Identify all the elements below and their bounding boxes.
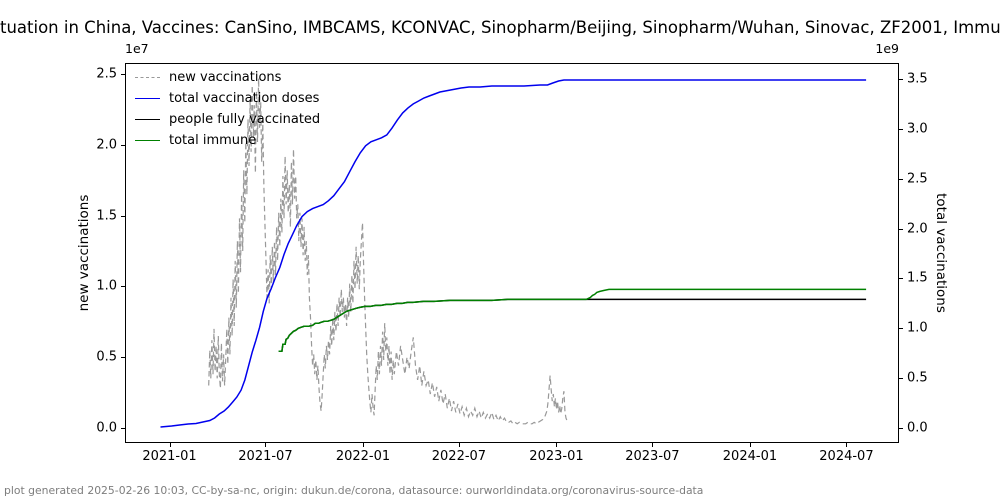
legend-label: new vaccinations: [169, 70, 282, 85]
x-tick-label: 2022-01: [335, 449, 391, 464]
legend-key-line: [135, 140, 160, 141]
x-tick-label: 2024-01: [722, 449, 778, 464]
right-axis-offset-text: 1e9: [875, 41, 899, 56]
legend-entry: new vaccinations: [135, 67, 320, 88]
x-tick-mark: [846, 443, 848, 447]
x-tick-label: 2023-01: [529, 449, 584, 464]
legend-entry: total immune: [135, 130, 320, 151]
right-tick-mark: [899, 178, 903, 180]
right-tick-mark: [899, 328, 903, 330]
right-tick-mark: [899, 79, 903, 80]
x-tick-label: 2023-07: [625, 449, 680, 464]
plot-border: [125, 63, 899, 443]
left-tick-mark: [121, 74, 125, 75]
series-total-vaccination-doses: [160, 79, 867, 428]
left-tick-mark: [121, 286, 125, 288]
legend-key-line: [135, 119, 160, 120]
right-tick-mark: [899, 278, 903, 280]
x-tick-mark: [652, 443, 654, 447]
right-tick-label: 2.0: [907, 221, 928, 237]
legend-label: people fully vaccinated: [169, 112, 321, 127]
right-tick-label: 3.0: [907, 121, 928, 137]
x-tick-mark: [265, 443, 267, 447]
left-tick-label: 0.5: [96, 349, 117, 365]
right-tick-mark: [899, 228, 903, 230]
right-tick-mark: [899, 428, 903, 429]
left-tick-mark: [121, 357, 125, 359]
series-new-vaccinations: [208, 78, 568, 425]
x-tick-mark: [169, 443, 171, 447]
legend: new vaccinations total vaccination doses p…: [135, 67, 320, 151]
right-tick-label: 3.5: [907, 71, 928, 87]
x-tick-label: 2024-07: [819, 449, 874, 464]
chart-title: tuation in China, Vaccines: CanSino, IMB…: [0, 18, 1000, 37]
x-tick-mark: [458, 443, 460, 447]
right-tick-label: 1.0: [907, 320, 928, 336]
x-tick-mark: [749, 443, 751, 447]
left-tick-mark: [121, 215, 125, 217]
left-tick-label: 2.0: [96, 137, 117, 153]
legend-label: total immune: [169, 133, 257, 148]
left-tick-label: 1.0: [96, 278, 117, 294]
legend-entry: people fully vaccinated: [135, 109, 320, 130]
series-total-immune: [278, 288, 867, 352]
right-tick-label: 0.0: [907, 420, 928, 436]
plot-area: new vaccinations total vaccination doses p…: [125, 63, 899, 443]
x-tick-mark: [556, 443, 558, 447]
legend-label: total vaccination doses: [169, 91, 320, 106]
left-tick-label: 1.5: [96, 208, 117, 224]
left-axis-offset-text: 1e7: [125, 41, 149, 56]
left-tick-mark: [121, 144, 125, 146]
legend-key-line: [135, 98, 160, 99]
left-tick-label: 2.5: [96, 66, 117, 82]
right-tick-label: 0.5: [907, 370, 928, 386]
x-tick-mark: [362, 443, 364, 447]
footer-note: plot generated 2025-02-26 10:03, CC-by-s…: [4, 484, 704, 497]
right-axis-label: total vaccinations: [933, 193, 949, 313]
x-tick-label: 2022-07: [431, 449, 487, 464]
legend-entry: total vaccination doses: [135, 88, 320, 109]
right-tick-mark: [899, 128, 903, 130]
legend-key-line: [135, 77, 160, 78]
left-tick-label: 0.0: [96, 420, 117, 436]
right-tick-label: 2.5: [907, 171, 928, 187]
x-tick-label: 2021-01: [142, 449, 197, 464]
left-tick-mark: [121, 428, 125, 429]
right-tick-mark: [899, 378, 903, 380]
chart-lines: [125, 63, 899, 443]
right-tick-label: 1.5: [907, 270, 928, 286]
x-tick-label: 2021-07: [238, 449, 293, 464]
